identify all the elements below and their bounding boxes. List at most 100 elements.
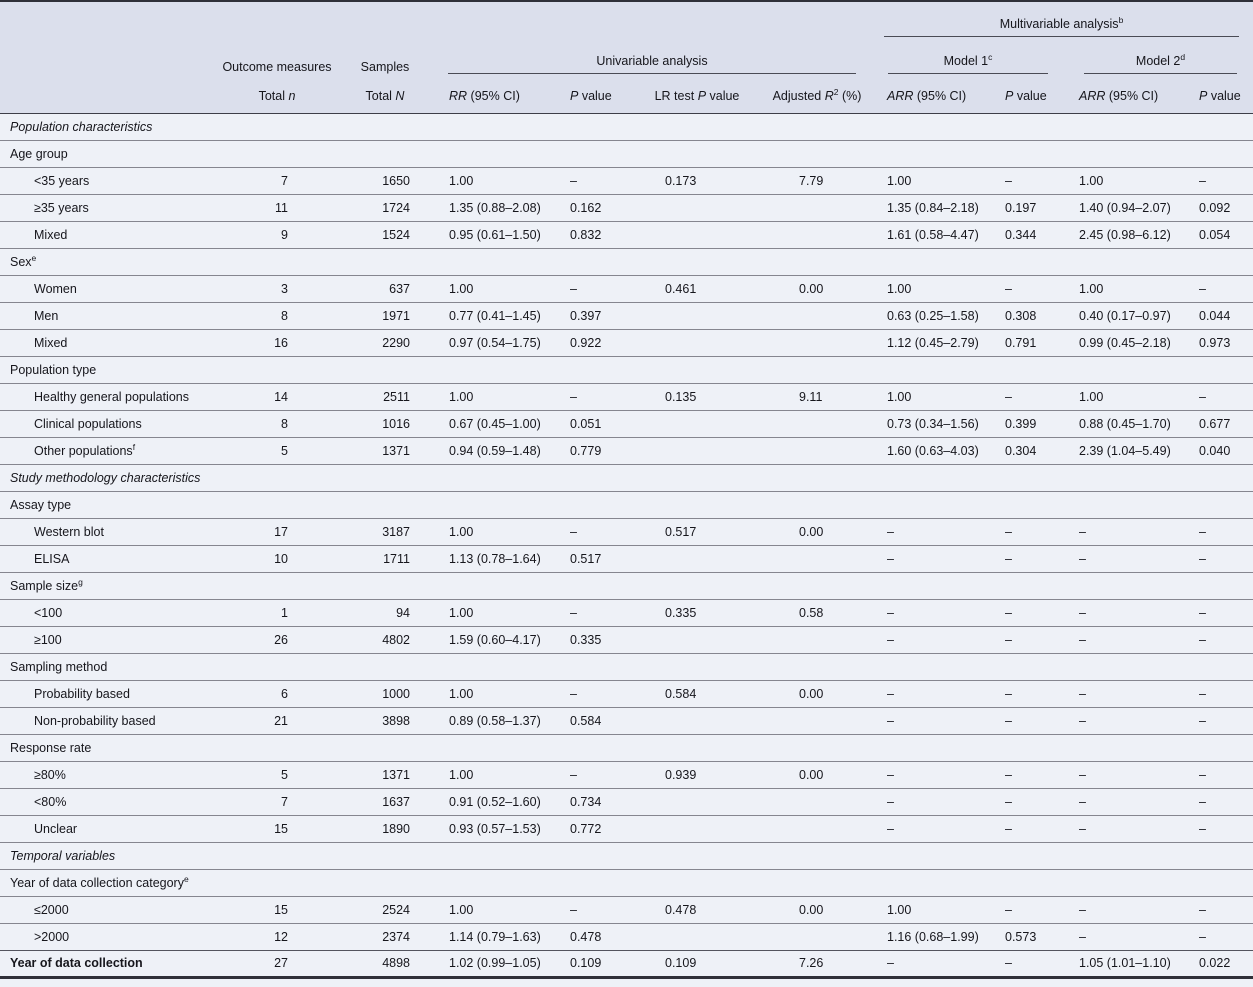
cell-total-N: 2524 [334, 895, 436, 923]
cell-adjusted-r2: 0.00 [760, 274, 874, 302]
cell-lr-test-p-value: 0.173 [634, 166, 760, 194]
row-label: Non-probability based [0, 706, 220, 734]
adjusted-r2-header: Adjusted R2 (%) [760, 74, 874, 114]
cell-total-N: 1971 [334, 301, 436, 329]
cell-total-n: 27 [220, 949, 334, 977]
cell-total-N: 1000 [334, 679, 436, 707]
cell-total-N: 1711 [334, 544, 436, 572]
row-label: Mixed [0, 328, 220, 356]
cell-model1-arr-95ci: – [874, 814, 994, 842]
cell-rr-95ci: 0.95 (0.61–1.50) [436, 220, 558, 248]
cell-model2-arr-95ci: – [1070, 814, 1190, 842]
cell-total-n: 17 [220, 517, 334, 545]
row-label: Sample sizeg [0, 571, 1253, 599]
cell-model1-arr-95ci: – [874, 949, 994, 977]
footnote-sup: g [78, 576, 83, 587]
cell-model1-p-value: 0.197 [994, 193, 1070, 221]
cell-p-value: 0.832 [558, 220, 634, 248]
table-header: Multivariable analysisb Outcome measures… [0, 1, 1253, 114]
table-row-data: Non-probability based 21 3898 0.89 (0.58–1.… [0, 706, 1253, 734]
table-row-group: Year of data collection categorye [0, 868, 1253, 896]
header-spacer [0, 74, 220, 114]
cell-lr-test-p-value [634, 220, 760, 248]
cell-rr-95ci: 1.00 [436, 760, 558, 788]
cell-model2-p-value: 0.054 [1190, 220, 1253, 248]
cell-adjusted-r2: 9.11 [760, 382, 874, 410]
rr-ci-header: RR (95% CI) [436, 74, 558, 114]
cell-model2-p-value: – [1190, 625, 1253, 653]
cell-rr-95ci: 1.00 [436, 274, 558, 302]
cell-model2-p-value: 0.040 [1190, 436, 1253, 464]
table-row-data: ≤2000 15 2524 1.00–0.478 0.00 1.00– – – [0, 895, 1253, 923]
cell-rr-95ci: 1.02 (0.99–1.05) [436, 949, 558, 977]
table-row-data: Western blot 17 3187 1.00–0.517 0.00– – – – [0, 517, 1253, 545]
footnote-sup: e [183, 873, 189, 884]
total-n-header: Total n [220, 74, 334, 114]
total-prefix: Total [258, 88, 289, 103]
cell-total-n: 16 [220, 328, 334, 356]
ci-label: (95% CI) [913, 88, 967, 103]
cell-total-N: 94 [334, 598, 436, 626]
cell-model1-p-value: – [994, 382, 1070, 410]
table-row-data: ELISA 10 1711 1.13 (0.78–1.64) 0.517– – – – [0, 544, 1253, 572]
row-label: Clinical populations [0, 409, 220, 437]
cell-rr-95ci: 1.00 [436, 382, 558, 410]
cell-rr-95ci: 1.00 [436, 598, 558, 626]
table-body: Population characteristics Age group <35 y… [0, 112, 1253, 977]
cell-total-N: 1371 [334, 436, 436, 464]
cell-model2-arr-95ci: – [1070, 706, 1190, 734]
cell-p-value: 0.517 [558, 544, 634, 572]
cell-p-value: – [558, 679, 634, 707]
cell-total-n: 7 [220, 166, 334, 194]
row-label: Probability based [0, 679, 220, 707]
multivariable-footnote-sup: b [1118, 14, 1124, 25]
cell-model2-p-value: – [1190, 895, 1253, 923]
table-row-data: Other populationsf 5 1371 0.94 (0.59–1.48) 0… [0, 436, 1253, 464]
cell-model2-p-value: 0.022 [1190, 949, 1253, 977]
cell-model1-p-value: – [994, 949, 1070, 977]
row-label: Sexe [0, 247, 1253, 275]
cell-model1-p-value: – [994, 598, 1070, 626]
univariable-analysis-group: Univariable analysis [436, 37, 874, 74]
percent-label: (%) [838, 88, 862, 103]
row-label: Population characteristics [0, 112, 1253, 140]
header-row-columns: Total n Total N RR (95% CI) P value LR t… [0, 74, 1253, 114]
cell-lr-test-p-value [634, 409, 760, 437]
cell-lr-test-p-value [634, 787, 760, 815]
cell-p-value: 0.922 [558, 328, 634, 356]
cell-rr-95ci: 1.00 [436, 679, 558, 707]
row-label: Healthy general populations [0, 382, 220, 410]
cell-adjusted-r2 [760, 625, 874, 653]
model2-label: Model 2 [1135, 54, 1181, 68]
header-spacer [0, 37, 220, 74]
row-label: Other populationsf [0, 436, 220, 464]
cell-total-n: 14 [220, 382, 334, 410]
cell-adjusted-r2 [760, 328, 874, 356]
table-row-group: Sample sizeg [0, 571, 1253, 599]
cell-p-value: – [558, 274, 634, 302]
header-row-groups: Outcome measures Samples Univariable ana… [0, 37, 1253, 74]
total-prefix: Total [365, 88, 396, 103]
row-label: Population type [0, 355, 1253, 383]
cell-model1-p-value: – [994, 895, 1070, 923]
cell-adjusted-r2: 7.26 [760, 949, 874, 977]
cell-model1-arr-95ci: 1.60 (0.63–4.03) [874, 436, 994, 464]
cell-rr-95ci: 1.14 (0.79–1.63) [436, 922, 558, 950]
cell-model1-arr-95ci: – [874, 679, 994, 707]
cell-model1-arr-95ci: 1.35 (0.84–2.18) [874, 193, 994, 221]
multivariable-analysis-header: Multivariable analysisb [884, 14, 1240, 37]
cell-p-value: – [558, 895, 634, 923]
cell-rr-95ci: 0.97 (0.54–1.75) [436, 328, 558, 356]
cell-rr-95ci: 1.00 [436, 166, 558, 194]
cell-lr-test-p-value: 0.461 [634, 274, 760, 302]
row-label: >2000 [0, 922, 220, 950]
cell-lr-test-p-value [634, 328, 760, 356]
footnote-sup: f [132, 441, 136, 452]
cell-adjusted-r2: 0.00 [760, 760, 874, 788]
header-spacer [0, 1, 874, 37]
cell-total-n: 26 [220, 625, 334, 653]
cell-model2-arr-95ci: 1.05 (1.01–1.10) [1070, 949, 1190, 977]
cell-model1-p-value: 0.344 [994, 220, 1070, 248]
cell-adjusted-r2: 0.58 [760, 598, 874, 626]
cell-rr-95ci: 0.77 (0.41–1.45) [436, 301, 558, 329]
